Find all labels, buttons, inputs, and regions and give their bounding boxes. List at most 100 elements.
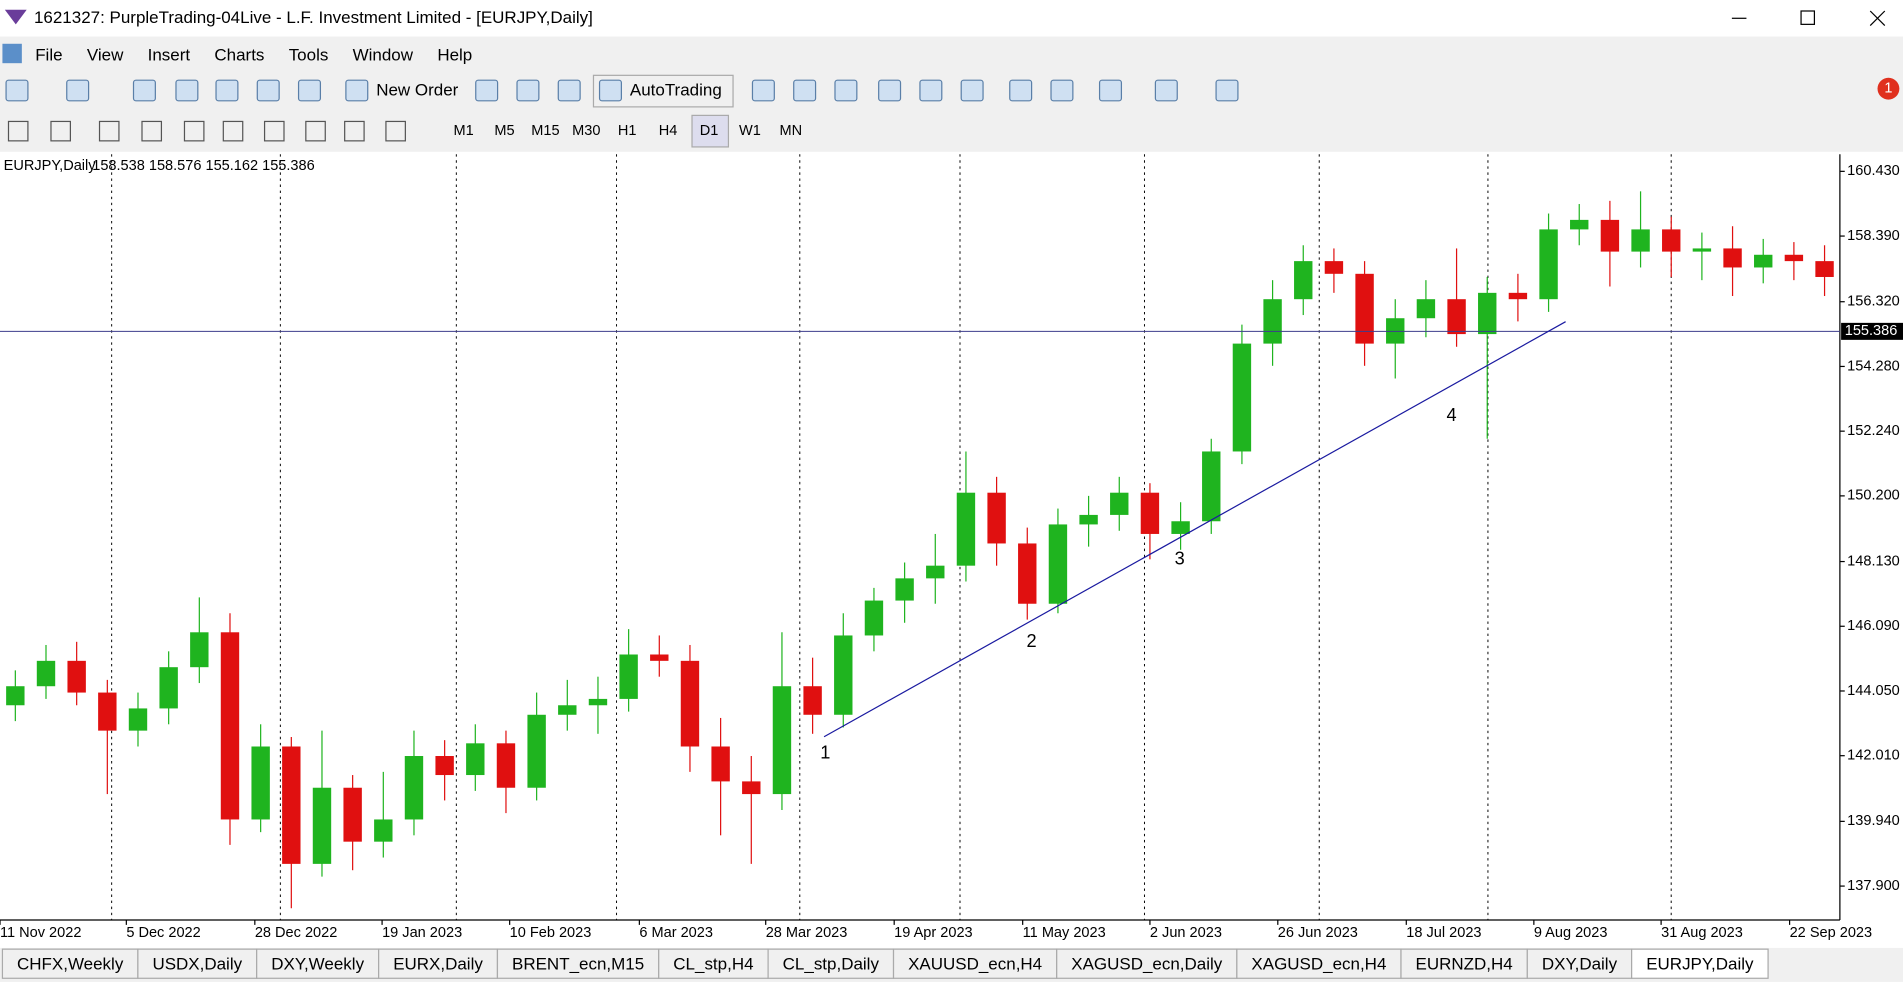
tool-icon[interactable] bbox=[1215, 79, 1239, 102]
y-tick-label: 144.050 bbox=[1847, 683, 1900, 699]
tool-icon[interactable] bbox=[516, 79, 540, 102]
tab[interactable] bbox=[1526, 948, 1633, 979]
tab[interactable] bbox=[1631, 948, 1769, 979]
menu-item[interactable]: File bbox=[35, 45, 62, 64]
menu-item[interactable]: Charts bbox=[214, 45, 264, 64]
tab-label[interactable]: EURNZD,H4 bbox=[1416, 954, 1513, 973]
tool-icon[interactable] bbox=[751, 79, 775, 102]
tab-label[interactable]: CHFX,Weekly bbox=[17, 954, 124, 973]
candle-body bbox=[220, 632, 240, 820]
timeframe-button[interactable]: H4 bbox=[659, 123, 678, 139]
y-tick-label: 156.320 bbox=[1847, 294, 1900, 310]
tab-label[interactable]: DXY,Daily bbox=[1542, 954, 1618, 973]
draw-tool[interactable] bbox=[50, 120, 71, 142]
draw-tool[interactable] bbox=[7, 120, 29, 142]
draw-tool[interactable] bbox=[305, 120, 326, 142]
draw-tool[interactable] bbox=[385, 120, 406, 142]
tool-icon[interactable] bbox=[919, 79, 943, 102]
wave-label: 2 bbox=[1027, 631, 1037, 651]
candle-body bbox=[36, 660, 56, 687]
tool-icon[interactable] bbox=[557, 79, 581, 102]
draw-tool[interactable] bbox=[141, 120, 163, 142]
candle-body bbox=[956, 492, 976, 566]
window-title: 1621327: PurpleTrading-04Live - L.F. Inv… bbox=[34, 8, 593, 27]
tab-label[interactable]: XAUUSD_ecn,H4 bbox=[908, 954, 1042, 973]
menu-item[interactable]: View bbox=[87, 45, 124, 64]
tool-icon[interactable] bbox=[66, 79, 90, 102]
candle-body bbox=[1110, 492, 1129, 515]
y-tick-label: 142.010 bbox=[1847, 748, 1900, 764]
candle-body bbox=[1754, 254, 1773, 268]
new-order-button[interactable]: New Order bbox=[376, 81, 458, 100]
candle-body bbox=[1815, 261, 1834, 277]
candle-body bbox=[1263, 299, 1282, 344]
tab-label[interactable]: USDX,Daily bbox=[152, 954, 242, 973]
draw-tool[interactable] bbox=[98, 120, 120, 142]
tool-icon[interactable] bbox=[834, 79, 858, 102]
timeframe-button[interactable]: M1 bbox=[454, 123, 474, 139]
tab[interactable] bbox=[767, 948, 895, 979]
tab-label[interactable]: EURJPY,Daily bbox=[1646, 954, 1754, 973]
tab[interactable] bbox=[1056, 948, 1238, 979]
tab-label[interactable]: BRENT_ecn,M15 bbox=[512, 954, 644, 973]
candle-body bbox=[864, 600, 884, 636]
candle-body bbox=[343, 787, 362, 842]
menu-item[interactable]: Window bbox=[353, 45, 414, 64]
candle-body bbox=[926, 565, 945, 579]
x-tick-label: 11 Nov 2022 bbox=[0, 925, 81, 941]
tool-icon[interactable] bbox=[175, 79, 199, 102]
tool-icon[interactable] bbox=[345, 79, 369, 102]
close-button[interactable] bbox=[1869, 10, 1886, 26]
tool-icon[interactable] bbox=[5, 79, 29, 102]
autotrading-button[interactable]: AutoTrading bbox=[630, 81, 722, 100]
tab[interactable] bbox=[256, 948, 380, 979]
timeframe-button[interactable]: M5 bbox=[494, 123, 514, 139]
tab-label[interactable]: EURX,Daily bbox=[393, 954, 483, 973]
trendline[interactable] bbox=[823, 321, 1566, 738]
x-tick-label: 28 Dec 2022 bbox=[255, 925, 338, 941]
timeframe-button[interactable]: H1 bbox=[618, 123, 637, 139]
tool-icon[interactable] bbox=[1154, 79, 1178, 102]
timeframe-button[interactable]: W1 bbox=[739, 123, 761, 139]
draw-tool[interactable] bbox=[183, 120, 205, 142]
candle-body bbox=[1508, 292, 1528, 300]
tool-icon[interactable] bbox=[878, 79, 902, 102]
menu-item[interactable]: Help bbox=[437, 45, 472, 64]
menu-item[interactable]: Insert bbox=[148, 45, 191, 64]
tab[interactable] bbox=[1236, 948, 1402, 979]
candle-body bbox=[1447, 299, 1466, 335]
tool-icon[interactable] bbox=[598, 79, 622, 102]
maximize-button[interactable] bbox=[1800, 10, 1816, 25]
draw-tool[interactable] bbox=[263, 120, 285, 142]
tool-icon[interactable] bbox=[215, 79, 239, 102]
tool-icon[interactable] bbox=[475, 79, 499, 102]
tool-icon[interactable] bbox=[793, 79, 817, 102]
menu-item[interactable]: Tools bbox=[289, 45, 329, 64]
tab[interactable] bbox=[496, 948, 660, 979]
tool-icon[interactable] bbox=[1050, 79, 1074, 102]
timeframe-button[interactable]: MN bbox=[780, 123, 803, 139]
draw-tool[interactable] bbox=[222, 120, 244, 142]
candle-body bbox=[190, 632, 209, 668]
tool-icon[interactable] bbox=[1009, 79, 1033, 102]
tab-label[interactable]: DXY,Weekly bbox=[271, 954, 364, 973]
tool-icon[interactable] bbox=[960, 79, 984, 102]
tab[interactable] bbox=[378, 948, 499, 979]
draw-tool[interactable] bbox=[344, 120, 365, 142]
timeframe-button[interactable]: D1 bbox=[700, 123, 719, 139]
candle-body bbox=[1202, 451, 1221, 522]
tab-label[interactable]: CL_stp,H4 bbox=[673, 954, 753, 973]
tool-icon[interactable] bbox=[132, 79, 156, 102]
tool-icon[interactable] bbox=[297, 79, 322, 102]
timeframe-button[interactable]: M15 bbox=[531, 123, 559, 139]
toolbar: New Order AutoTrading 1 M1 M5 M15 M30 H1 H4 D1 W1 M… bbox=[5, 74, 1900, 148]
tab-label[interactable]: XAGUSD_ecn,Daily bbox=[1071, 954, 1223, 973]
tool-icon[interactable] bbox=[1098, 79, 1123, 102]
timeframe-button[interactable]: M30 bbox=[572, 123, 600, 139]
candle-body bbox=[1662, 229, 1681, 252]
tool-icon[interactable] bbox=[256, 79, 280, 102]
tab-label[interactable]: XAGUSD_ecn,H4 bbox=[1251, 954, 1386, 973]
doc-icon bbox=[2, 43, 22, 64]
tab-label[interactable]: CL_stp,Daily bbox=[783, 954, 880, 973]
tab[interactable] bbox=[892, 948, 1058, 979]
